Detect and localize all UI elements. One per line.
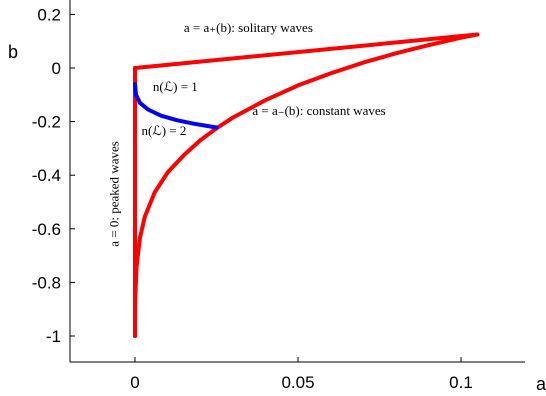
x-tick-label-1: 0.05: [281, 373, 314, 392]
y-tick-label-6: -1: [46, 327, 61, 346]
tick-layer: 0 0.05 0.1 0.2 0 -0.2 -0.4 -0.6 -0.8 -1: [32, 5, 473, 392]
annotation-1: n(ℒ) = 1: [153, 79, 198, 94]
y-tick-label-1: 0: [52, 59, 61, 78]
x-tick-label-0: 0: [130, 373, 139, 392]
series-layer: [133, 32, 480, 338]
y-tick-label-3: -0.4: [32, 166, 61, 185]
annotation-3: n(ℒ) = 2: [142, 123, 187, 138]
y-tick-label-5: -0.8: [32, 273, 61, 292]
annotation-4: a = 0: peaked waves: [107, 141, 122, 247]
series-line-1: [133, 32, 480, 70]
y-tick-label-2: -0.2: [32, 113, 61, 132]
annotation-layer: a = a₊(b): solitary waves n(ℒ) = 1 a = a₋(…: [107, 20, 386, 247]
y-axis-label: b: [8, 42, 18, 62]
y-tick-label-0: 0.2: [37, 5, 61, 24]
x-tick-label-2: 0.1: [449, 373, 473, 392]
annotation-0: a = a₊(b): solitary waves: [184, 20, 313, 35]
y-tick-label-4: -0.6: [32, 220, 61, 239]
series-line-3: [133, 82, 219, 130]
x-axis-label: a: [536, 374, 546, 394]
annotation-2: a = a₋(b): constant waves: [252, 103, 385, 118]
